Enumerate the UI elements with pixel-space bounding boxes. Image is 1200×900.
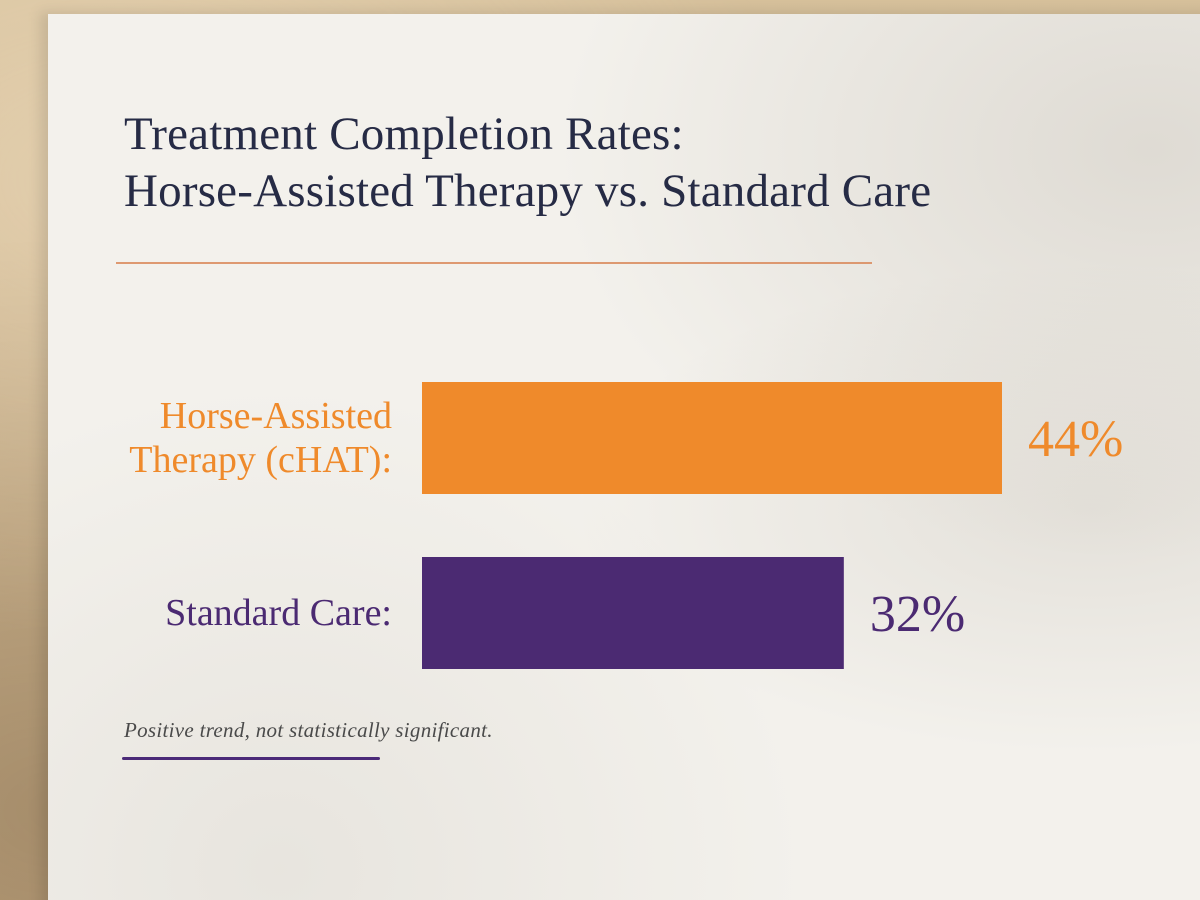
title-underline	[116, 262, 872, 264]
chart-annotation: Positive trend, not statistically signif…	[124, 718, 493, 742]
annotation-underline	[122, 757, 380, 760]
value-label-horse-assisted-therapy-chat: 44%	[1028, 411, 1123, 468]
category-label-line: Therapy (cHAT):	[129, 439, 392, 481]
value-label-standard-care: 32%	[870, 586, 965, 643]
bar-horse-assisted-therapy-chat	[422, 382, 1002, 494]
category-label-horse-assisted-therapy-chat: Horse-Assisted Therapy (cHAT):	[129, 395, 392, 481]
chart-title-line-2: Horse-Assisted Therapy vs. Standard Care	[124, 165, 932, 218]
chart-title: Treatment Completion Rates: Horse-Assist…	[124, 106, 931, 221]
category-label-line: Horse-Assisted	[160, 395, 392, 437]
category-label-standard-care: Standard Care:	[165, 592, 392, 634]
category-label-line: Standard Care:	[165, 592, 392, 634]
chart-title-line-1: Treatment Completion Rates:	[124, 108, 684, 160]
bar-standard-care	[422, 557, 844, 669]
